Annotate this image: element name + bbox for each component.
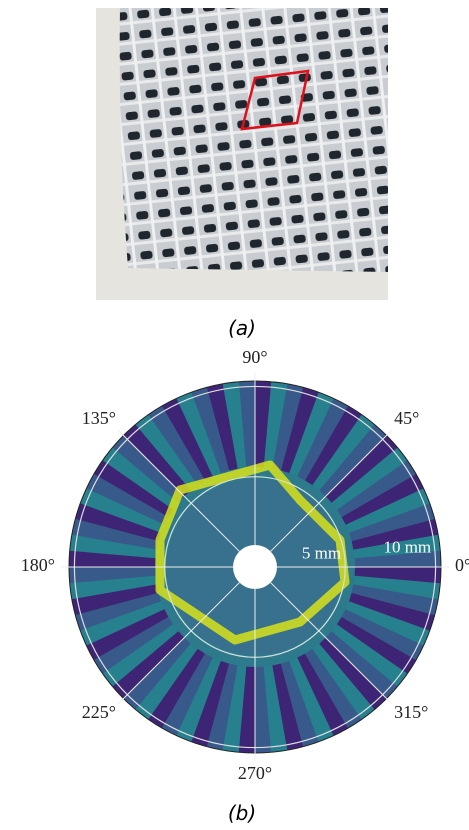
angle-tick-label: 0° (455, 555, 469, 575)
angle-tick-label: 135° (82, 408, 116, 428)
angle-tick-label: 45° (394, 408, 419, 428)
hole (233, 545, 277, 589)
caption: (a) (228, 316, 256, 340)
angle-tick-label: 270° (238, 763, 272, 783)
figure: (a) 5 mm 10 mm 0° 45° 90° 135° 180° 225° 270° 315… (0, 0, 469, 830)
r-tick-label: 5 mm (302, 544, 341, 563)
photo (96, 8, 388, 300)
polar-plot: 5 mm 10 mm 0° 45° 90° 135° 180° 225° 270° 315° (21, 347, 469, 783)
angle-tick-label: 315° (394, 702, 428, 722)
angle-tick-label: 225° (82, 702, 116, 722)
angle-tick-label: 180° (21, 555, 55, 575)
angle-tick-label: 90° (242, 347, 267, 367)
r-tick-label: 10 mm (383, 537, 431, 556)
caption: (b) (228, 801, 256, 825)
